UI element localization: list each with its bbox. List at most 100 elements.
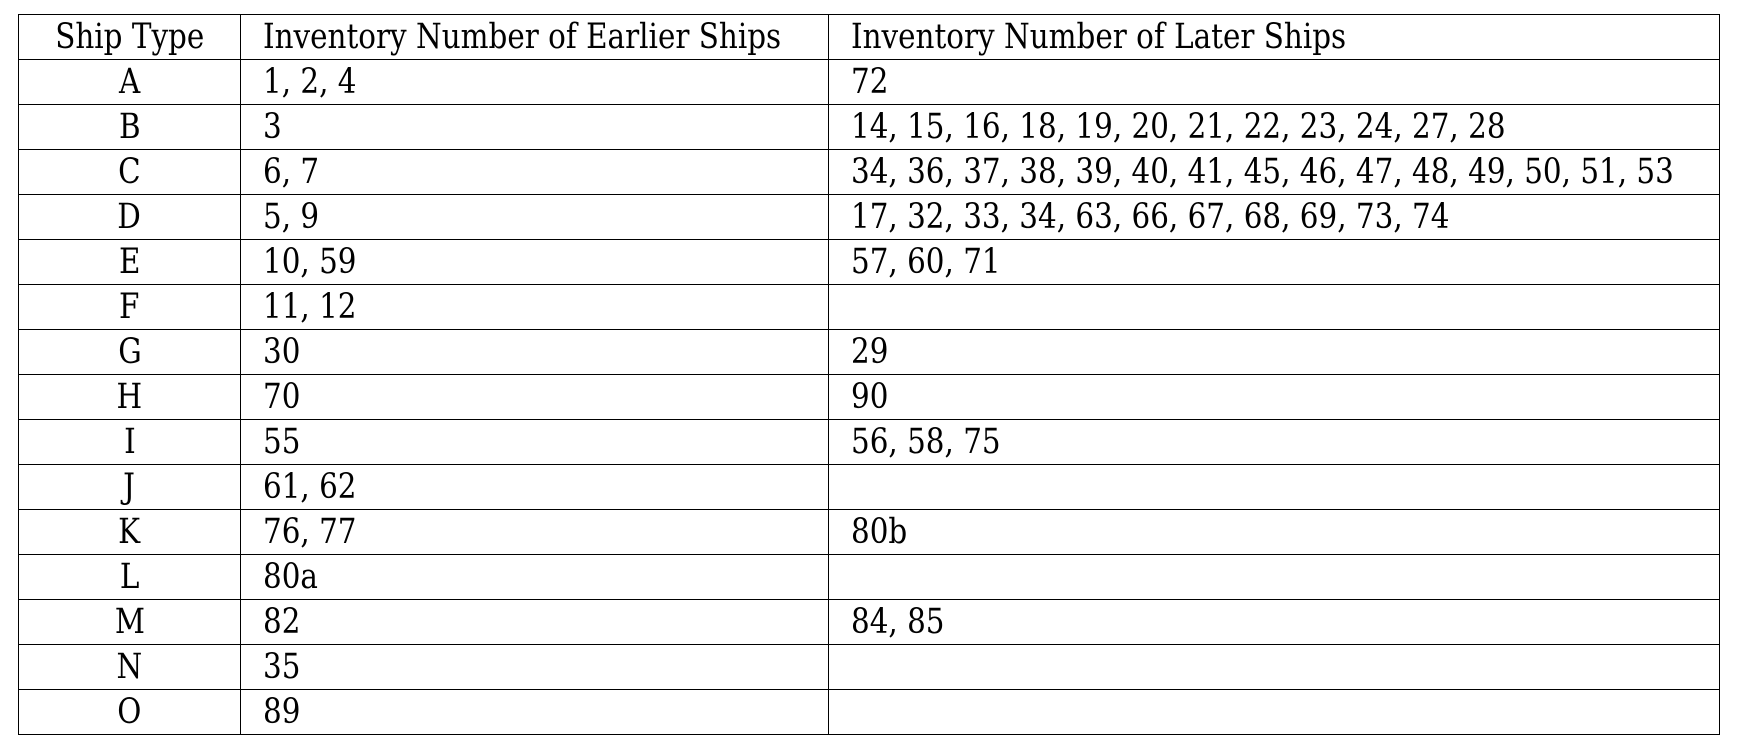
cell-ship-type: M	[18, 599, 241, 645]
cell-ship-type: F	[18, 284, 241, 330]
cell-later-ships-text: 84, 85	[851, 602, 945, 642]
header-ship-type: Ship Type	[18, 14, 241, 60]
cell-ship-type-text: K	[118, 512, 141, 552]
cell-earlier-ships: 80a	[240, 554, 829, 600]
cell-earlier-ships-text: 55	[263, 422, 301, 462]
cell-earlier-ships-text: 6, 7	[263, 152, 320, 192]
cell-ship-type: C	[18, 149, 241, 195]
cell-later-ships-text: 14, 15, 16, 18, 19, 20, 21, 22, 23, 24, …	[851, 107, 1506, 147]
table-row: N 35	[18, 644, 1720, 690]
cell-ship-type: A	[18, 59, 241, 105]
cell-earlier-ships: 1, 2, 4	[240, 59, 829, 105]
table-row: A 1, 2, 4 72	[18, 59, 1720, 105]
cell-ship-type: I	[18, 419, 241, 465]
cell-later-ships: 56, 58, 75	[828, 419, 1720, 465]
cell-later-ships: 17, 32, 33, 34, 63, 66, 67, 68, 69, 73, …	[828, 194, 1720, 240]
cell-later-ships: 90	[828, 374, 1720, 420]
cell-later-ships: 14, 15, 16, 18, 19, 20, 21, 22, 23, 24, …	[828, 104, 1720, 150]
cell-earlier-ships: 76, 77	[240, 509, 829, 555]
cell-earlier-ships-text: 10, 59	[263, 242, 357, 282]
cell-ship-type-text: F	[119, 287, 140, 327]
table-row: K 76, 77 80b	[18, 509, 1720, 555]
cell-ship-type-text: G	[117, 332, 142, 372]
cell-earlier-ships-text: 3	[263, 107, 282, 147]
cell-later-ships-text: 34, 36, 37, 38, 39, 40, 41, 45, 46, 47, …	[851, 152, 1674, 192]
table-row: D 5, 9 17, 32, 33, 34, 63, 66, 67, 68, 69,…	[18, 194, 1720, 240]
cell-earlier-ships-text: 5, 9	[263, 197, 320, 237]
cell-earlier-ships-text: 82	[263, 602, 301, 642]
cell-ship-type: L	[18, 554, 241, 600]
table-row: G 30 29	[18, 329, 1720, 375]
table-row: J 61, 62	[18, 464, 1720, 510]
header-later-ships-label: Inventory Number of Later Ships	[851, 17, 1347, 57]
table-row: O 89	[18, 689, 1720, 735]
header-later-ships: Inventory Number of Later Ships	[828, 14, 1720, 60]
cell-later-ships: 29	[828, 329, 1720, 375]
cell-earlier-ships: 35	[240, 644, 829, 690]
cell-earlier-ships: 5, 9	[240, 194, 829, 240]
cell-earlier-ships-text: 89	[263, 692, 301, 732]
cell-ship-type: B	[18, 104, 241, 150]
ship-inventory-table: Ship Type Inventory Number of Earlier Sh…	[18, 14, 1720, 735]
cell-earlier-ships: 30	[240, 329, 829, 375]
cell-later-ships: 34, 36, 37, 38, 39, 40, 41, 45, 46, 47, …	[828, 149, 1720, 195]
cell-ship-type-text: E	[118, 242, 141, 282]
cell-earlier-ships: 89	[240, 689, 829, 735]
table-row: F 11, 12	[18, 284, 1720, 330]
cell-earlier-ships-text: 76, 77	[263, 512, 357, 552]
table-body: A 1, 2, 4 72 B 3 14, 15, 16, 18, 19, 20, 21, …	[18, 59, 1720, 735]
cell-earlier-ships-text: 70	[263, 377, 301, 417]
cell-later-ships-text: 29	[851, 332, 889, 372]
cell-ship-type: H	[18, 374, 241, 420]
cell-ship-type: N	[18, 644, 241, 690]
cell-ship-type-text: H	[116, 377, 143, 417]
cell-later-ships	[828, 644, 1720, 690]
table-row: H 70 90	[18, 374, 1720, 420]
cell-earlier-ships-text: 35	[263, 647, 301, 687]
cell-earlier-ships: 6, 7	[240, 149, 829, 195]
cell-later-ships-text: 56, 58, 75	[851, 422, 1001, 462]
cell-ship-type: J	[18, 464, 241, 510]
table-row: M 82 84, 85	[18, 599, 1720, 645]
table-header-row: Ship Type Inventory Number of Earlier Sh…	[18, 14, 1720, 60]
cell-ship-type: K	[18, 509, 241, 555]
cell-later-ships-text: 57, 60, 71	[851, 242, 1001, 282]
cell-earlier-ships: 10, 59	[240, 239, 829, 285]
table-row: E 10, 59 57, 60, 71	[18, 239, 1720, 285]
cell-later-ships	[828, 689, 1720, 735]
header-ship-type-label: Ship Type	[54, 17, 205, 57]
cell-ship-type-text: N	[116, 647, 143, 687]
cell-later-ships	[828, 554, 1720, 600]
cell-earlier-ships: 55	[240, 419, 829, 465]
header-earlier-ships-label: Inventory Number of Earlier Ships	[263, 17, 782, 57]
cell-ship-type-text: C	[118, 152, 141, 192]
cell-ship-type-text: A	[118, 62, 141, 102]
cell-ship-type-text: O	[117, 692, 142, 732]
cell-ship-type: D	[18, 194, 241, 240]
cell-later-ships-text: 17, 32, 33, 34, 63, 66, 67, 68, 69, 73, …	[851, 197, 1450, 237]
cell-later-ships: 72	[828, 59, 1720, 105]
cell-earlier-ships-text: 61, 62	[263, 467, 357, 507]
cell-earlier-ships: 11, 12	[240, 284, 829, 330]
cell-earlier-ships: 3	[240, 104, 829, 150]
cell-ship-type-text: J	[123, 467, 136, 507]
table-row: C 6, 7 34, 36, 37, 38, 39, 40, 41, 45, 46,…	[18, 149, 1720, 195]
cell-earlier-ships-text: 30	[263, 332, 301, 372]
cell-ship-type: O	[18, 689, 241, 735]
cell-later-ships-text: 80b	[851, 512, 908, 552]
cell-later-ships	[828, 284, 1720, 330]
cell-ship-type-text: L	[119, 557, 140, 597]
cell-later-ships: 84, 85	[828, 599, 1720, 645]
cell-ship-type-text: I	[123, 422, 136, 462]
table-row: B 3 14, 15, 16, 18, 19, 20, 21, 22, 23, 24…	[18, 104, 1720, 150]
cell-later-ships-text: 72	[851, 62, 889, 102]
cell-ship-type: G	[18, 329, 241, 375]
table-row: I 55 56, 58, 75	[18, 419, 1720, 465]
cell-ship-type-text: M	[114, 602, 145, 642]
cell-earlier-ships-text: 1, 2, 4	[263, 62, 357, 102]
table-row: L 80a	[18, 554, 1720, 600]
cell-ship-type-text: D	[117, 197, 142, 237]
cell-later-ships-text: 90	[851, 377, 889, 417]
cell-earlier-ships-text: 11, 12	[263, 287, 357, 327]
cell-ship-type: E	[18, 239, 241, 285]
